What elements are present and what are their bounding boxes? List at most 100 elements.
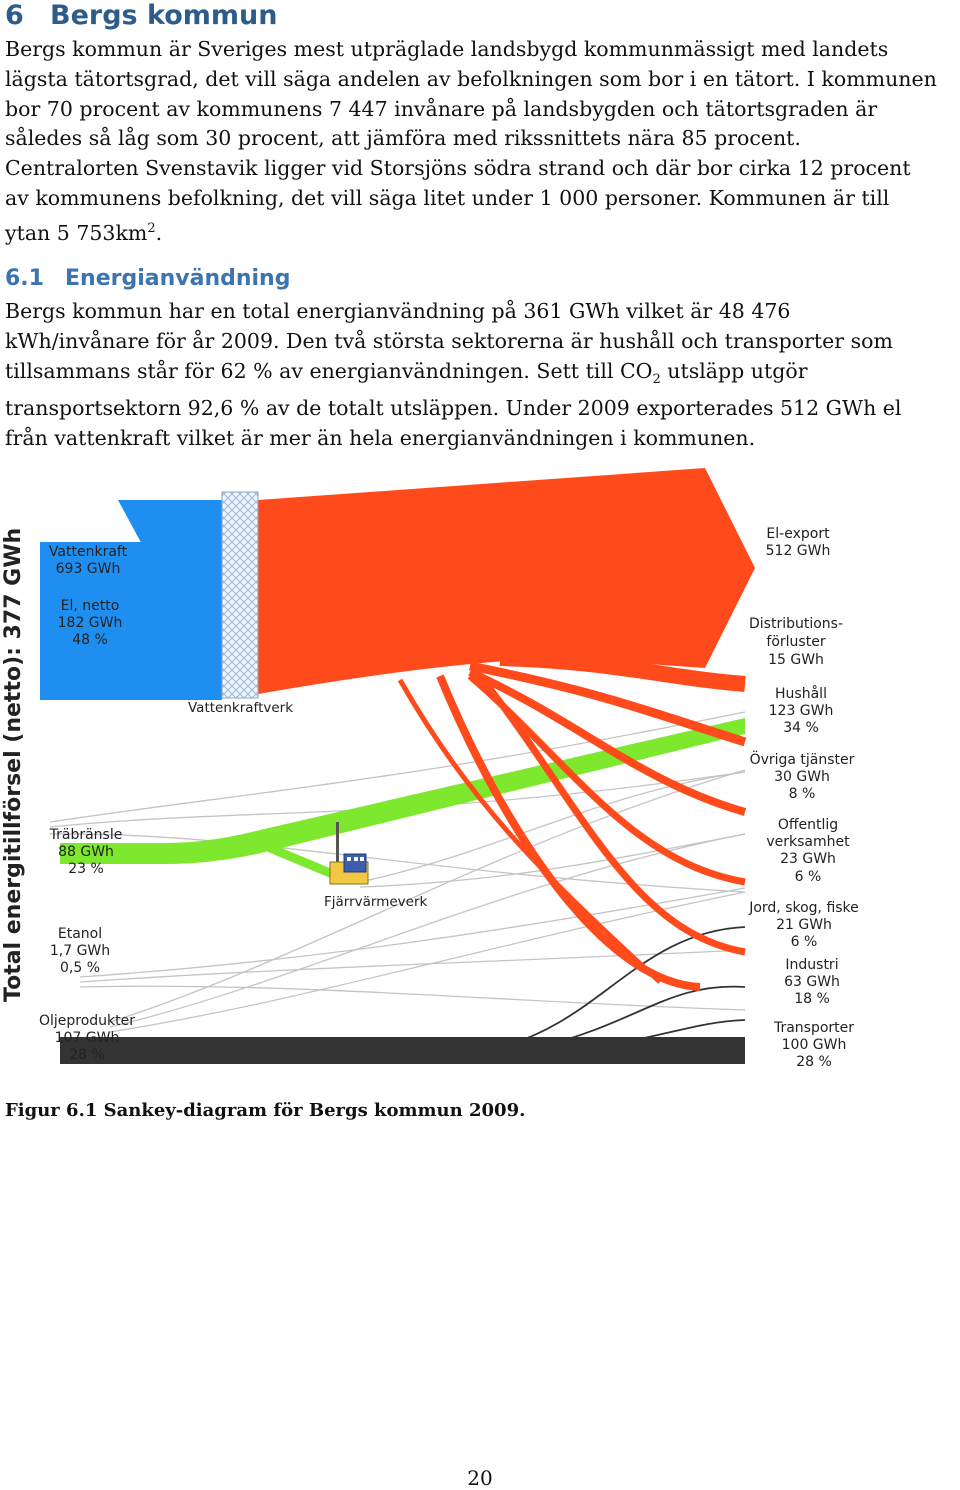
intro-line: ytan 5 753km2.	[5, 214, 959, 249]
subsection-number: 6.1	[5, 266, 44, 291]
intro-line: bor 70 procent av kommunens 7 447 invåna…	[5, 96, 878, 121]
branch-hushall	[469, 661, 747, 747]
energy-line: Bergs kommun har en total energianvändni…	[5, 299, 791, 323]
ovriga-value: 30 GWh	[774, 769, 830, 785]
section-title: Bergs kommun	[50, 0, 278, 31]
sankey-diagram: Total energitillförsel (netto): 377 GWh …	[0, 462, 960, 1082]
fjarrvarme-icon	[329, 822, 369, 885]
branch-transport	[397, 678, 662, 984]
electricity-export-flow	[258, 468, 755, 694]
oil-band	[60, 1037, 745, 1064]
offentlig-name2: verksamhet	[766, 834, 850, 850]
sink-labels: El-export 512 GWh Distributions- förlust…	[748, 526, 859, 1070]
trabransle-value: 88 GWh	[58, 844, 114, 860]
flow-line	[109, 769, 746, 1023]
energy-paragraph: Bergs kommun har en total energianvändni…	[5, 297, 959, 454]
jord-value: 21 GWh	[776, 917, 832, 933]
hushall-share: 34 %	[783, 720, 819, 736]
diagram-labels: Total energitillförsel (netto): 377 GWh …	[1, 526, 859, 1070]
subsection-title: Energianvändning	[65, 266, 291, 291]
vattenkraft-name: Vattenkraft	[49, 544, 128, 560]
transport-share: 28 %	[796, 1054, 832, 1070]
olje-share: 28 %	[69, 1047, 105, 1063]
flow-line	[49, 771, 746, 828]
section-heading: 6 Bergs kommun	[5, 0, 278, 31]
subsection-heading: 6.1 Energianvändning	[5, 266, 290, 291]
hushall-name: Hushåll	[775, 685, 827, 702]
source-labels: Vattenkraft 693 GWh El, netto 182 GWh 48…	[39, 544, 135, 1063]
intro-area-sup: 2	[147, 220, 156, 236]
flow-line	[79, 887, 746, 978]
flow-line	[79, 985, 746, 1011]
flow-line	[109, 833, 746, 1028]
ovriga-name: Övriga tjänster	[750, 750, 855, 768]
distribution-name: Distributions-	[749, 616, 843, 632]
el-netto-share: 48 %	[72, 632, 108, 648]
branch-distribution	[499, 650, 746, 692]
wood-flow	[60, 718, 745, 882]
offentlig-value: 23 GWh	[780, 851, 836, 867]
el-netto-name: El, netto	[61, 598, 120, 614]
trabransle-share: 23 %	[68, 861, 104, 877]
flow-line	[359, 771, 746, 883]
industri-value: 63 GWh	[784, 974, 840, 990]
intro-line: således så låg som 30 procent, att jämfö…	[5, 126, 801, 151]
el-netto-value: 182 GWh	[58, 615, 123, 631]
offentlig-name: Offentlig	[778, 817, 838, 833]
fjarr-label: Fjärrvärmeverk	[324, 894, 428, 910]
energy-co2-sub: 2	[652, 371, 661, 387]
intro-area-end: .	[155, 220, 163, 245]
transport-value: 100 GWh	[782, 1037, 847, 1053]
plant-label: Vattenkraftverk	[188, 700, 293, 716]
oil-branch	[499, 926, 746, 1048]
olje-name: Oljeprodukter	[39, 1013, 135, 1029]
jord-name: Jord, skog, fiske	[748, 900, 859, 916]
etanol-share: 0,5 %	[60, 960, 100, 976]
industri-share: 18 %	[794, 991, 830, 1007]
energy-line: från vattenkraft vilket är mer än hela e…	[5, 426, 756, 451]
page-number: 20	[467, 1466, 493, 1490]
total-label: Total energitillförsel (netto): 377 GWh	[1, 528, 26, 1002]
figure-caption: Figur 6.1 Sankey-diagram för Bergs kommu…	[5, 1100, 526, 1121]
etanol-value: 1,7 GWh	[50, 943, 110, 959]
sankey-svg: Total energitillförsel (netto): 377 GWh …	[1, 468, 859, 1070]
electricity-branches	[397, 650, 747, 991]
intro-line: Centralorten Svenstavik ligger vid Stors…	[5, 156, 911, 181]
flow-line	[359, 833, 746, 888]
flow-line	[49, 833, 746, 893]
energy-line: kWh/invånare för år 2009. Den två störst…	[5, 328, 893, 353]
distribution-value: 15 GWh	[768, 652, 824, 668]
energy-co2-post: utsläpp utgör	[660, 358, 808, 383]
wood-to-fjarr	[268, 844, 344, 882]
intro-area-text: ytan 5 753km	[5, 220, 148, 245]
el-netto-flow	[40, 542, 222, 700]
branch-jord	[477, 673, 746, 956]
vattenkraft-value: 693 GWh	[56, 561, 121, 577]
flow-line	[49, 711, 746, 823]
energy-line: tillsammans står för 62 % av energianvän…	[5, 357, 959, 395]
distribution-name2: förluster	[766, 634, 825, 650]
fine-flows	[49, 711, 746, 1033]
transport-name: Transporter	[773, 1020, 854, 1036]
offentlig-share: 6 %	[795, 869, 822, 885]
hydro-plant	[221, 491, 259, 699]
flow-line	[109, 891, 746, 1033]
ovriga-share: 8 %	[789, 786, 816, 802]
energy-co2-pre: tillsammans står för 62 % av energianvän…	[5, 358, 653, 383]
flow-line	[79, 949, 746, 983]
el-export-name: El-export	[766, 526, 830, 542]
jord-share: 6 %	[791, 934, 818, 950]
el-export-value: 512 GWh	[766, 543, 831, 559]
trabransle-name: Träbränsle	[49, 827, 123, 843]
hushall-value: 123 GWh	[769, 703, 834, 719]
branch-ovriga	[468, 668, 747, 816]
intro-line: av kommunens befolkning, det vill säga l…	[5, 185, 890, 210]
intro-line: Bergs kommun är Sveriges mest utpräglade…	[5, 37, 889, 61]
intro-line: lägsta tätortsgrad, det vill säga andele…	[5, 66, 937, 91]
industri-name: Industri	[785, 957, 838, 973]
olje-value: 107 GWh	[55, 1030, 120, 1046]
energy-line: transportsektorn 92,6 % av de totalt uts…	[5, 396, 902, 421]
wood-band	[60, 718, 745, 864]
section-number: 6	[5, 0, 24, 31]
etanol-name: Etanol	[58, 926, 102, 942]
